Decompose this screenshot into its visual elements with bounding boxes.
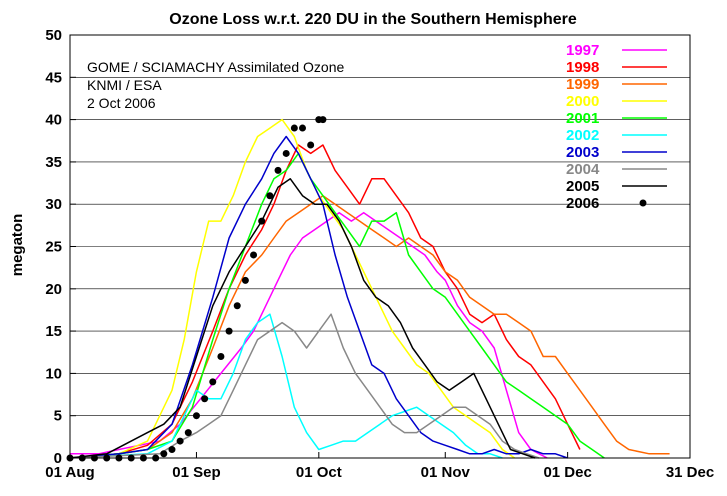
point-2006	[192, 412, 200, 420]
y-tick-label: 5	[54, 408, 62, 425]
y-tick-label: 25	[45, 239, 62, 256]
y-tick-label: 35	[45, 154, 62, 171]
x-tick-label: 01 Dec	[543, 464, 591, 481]
point-2006	[250, 251, 258, 259]
legend-label-2001: 2001	[566, 110, 599, 127]
series-1998-line	[69, 144, 581, 459]
x-tick-label: 01 Sep	[172, 464, 220, 481]
annotation-date: 2 Oct 2006	[87, 95, 156, 111]
point-2006	[217, 352, 225, 360]
legend-label-2000: 2000	[566, 93, 599, 110]
annotation-source: GOME / SCIAMACHY Assimilated Ozone	[87, 59, 344, 75]
annotation-block: GOME / SCIAMACHY Assimilated Ozone KNMI …	[87, 59, 344, 111]
point-2006	[168, 446, 176, 454]
point-2006	[319, 116, 327, 124]
legend-swatch-2006	[639, 199, 647, 207]
legend-label-1997: 1997	[566, 42, 599, 59]
y-tick-label: 0	[54, 450, 62, 467]
point-2006	[290, 124, 298, 132]
y-tick-label: 15	[45, 323, 62, 340]
point-2006	[201, 395, 209, 403]
legend-label-2002: 2002	[566, 127, 599, 144]
x-tick-label: 01 Aug	[45, 464, 94, 481]
y-tick-label: 30	[45, 196, 62, 213]
point-2006	[176, 437, 184, 445]
legend-label-2006: 2006	[566, 195, 599, 212]
y-tick-label: 50	[45, 27, 62, 44]
x-tick-label: 31 Dec	[666, 464, 714, 481]
x-tick-label: 01 Oct	[296, 464, 342, 481]
y-axis-label: megaton	[9, 214, 26, 277]
legend-label-2005: 2005	[566, 178, 599, 195]
x-tick-label: 01 Nov	[421, 464, 471, 481]
series-2005-line	[69, 178, 536, 459]
y-tick-label: 45	[45, 69, 62, 86]
point-2006	[258, 217, 266, 225]
annotation-org: KNMI / ESA	[87, 77, 162, 93]
point-2006	[299, 124, 306, 132]
legend-label-1999: 1999	[566, 76, 599, 93]
y-tick-label: 20	[45, 281, 62, 298]
y-tick-label: 10	[45, 365, 62, 382]
legend-label-2003: 2003	[566, 144, 599, 161]
series-1997-line	[70, 211, 548, 459]
point-2006	[282, 149, 290, 157]
series-2003-line	[69, 135, 568, 459]
point-2006	[184, 429, 192, 437]
series-2004-line	[69, 313, 540, 459]
legend-label-2004: 2004	[566, 161, 600, 178]
grid-layer	[70, 77, 690, 417]
series-1999-line	[69, 194, 670, 459]
point-2006	[225, 327, 233, 335]
point-2006	[160, 450, 168, 458]
point-2006	[233, 302, 241, 310]
legend-label-1998: 1998	[566, 59, 599, 76]
y-tick-labels: 0 5 10 15 20 25 30 35 40 45 50	[45, 27, 76, 467]
chart-title: Ozone Loss w.r.t. 220 DU in the Southern…	[169, 11, 577, 28]
point-2006	[274, 166, 282, 174]
y-tick-label: 40	[45, 112, 62, 129]
point-2006	[266, 192, 274, 200]
point-2006	[307, 141, 315, 149]
series-layer	[66, 116, 670, 462]
plot-frame	[69, 34, 691, 459]
series-2001-line	[69, 152, 605, 459]
point-2006	[241, 276, 249, 284]
point-2006	[209, 378, 217, 386]
